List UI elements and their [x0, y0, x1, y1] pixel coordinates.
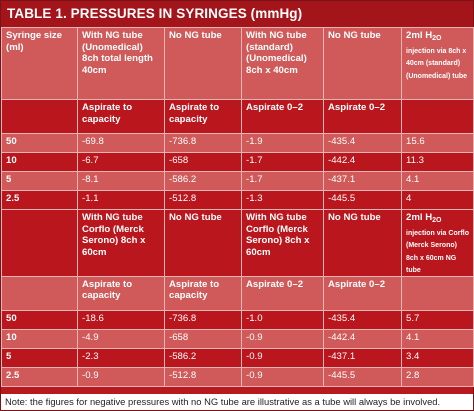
pressure-value-cell: 4.1 [401, 171, 474, 191]
pressure-table: Syringe size (ml) With NG tube (Unomedic… [1, 27, 474, 387]
section2-body: 50 -18.6 -736.8 -1.0 -435.4 5.7 10 -4.9 -658 -0.9… [1, 309, 474, 387]
header-with-ng-tube-standard: With NG tube (standard) (Unomedical) 8ch… [241, 27, 324, 100]
syringe-size-cell: 10 [1, 152, 78, 172]
pressure-value-cell: -437.1 [323, 171, 402, 191]
pressure-value-cell: 15.6 [401, 133, 474, 153]
section1-header-row: Syringe size (ml) With NG tube (Unomedic… [1, 27, 474, 100]
table-footnote: Note: the figures for negative pressures… [1, 394, 473, 410]
subheader-cell: Aspirate 0–2 [241, 99, 324, 134]
syringe-size-cell: 2.5 [1, 190, 78, 210]
pressure-value-cell: -586.2 [164, 171, 242, 191]
subheader-cell: Aspirate to capacity [164, 99, 242, 134]
header-with-ng-tube: With NG tube (Unomedical) 8ch total leng… [77, 27, 165, 100]
table-row: 5 -8.1 -586.2 -1.7 -437.1 4.1 [1, 171, 474, 191]
header-syringe-size: Syringe size (ml) [1, 27, 78, 100]
syringe-size-cell: 5 [1, 171, 78, 191]
section1-body: 50 -69.8 -736.8 -1.9 -435.4 15.6 10 -6.7 -658 -1.… [1, 133, 474, 210]
pressure-value-cell: -1.0 [241, 309, 324, 330]
header-with-ng-tube-corflo: With NG tube Corflo (Merck Serono) 8ch x… [77, 209, 165, 277]
section2-header-row: With NG tube Corflo (Merck Serono) 8ch x… [1, 209, 474, 277]
pressure-value-cell: -0.9 [241, 347, 324, 368]
syringe-size-cell: 50 [1, 309, 78, 330]
pressure-value-cell: -512.8 [164, 366, 242, 387]
pressure-value-cell: -0.9 [77, 366, 165, 387]
pressure-value-cell: -435.4 [323, 133, 402, 153]
syringe-size-cell: 2.5 [1, 366, 78, 387]
table-row: 10 -4.9 -658 -0.9 -442.4 4.1 [1, 328, 474, 349]
pressure-value-cell: -586.2 [164, 347, 242, 368]
pressure-value-cell: 3.4 [401, 347, 474, 368]
subheader-cell [401, 99, 474, 134]
pressure-value-cell: -736.8 [164, 309, 242, 330]
header-syringe-size [1, 209, 78, 277]
header-injection: 2ml H2O injection via 8ch x 40cm (standa… [401, 27, 474, 100]
pressure-value-cell: -4.9 [77, 328, 165, 349]
pressure-value-cell: 4 [401, 190, 474, 210]
pressure-value-cell: -8.1 [77, 171, 165, 191]
pressure-value-cell: -445.5 [323, 366, 402, 387]
pressure-value-cell: -442.4 [323, 328, 402, 349]
subheader-cell [1, 275, 78, 311]
header-with-ng-tube-corflo-2: With NG tube Corflo (Merck Serono) 8ch x… [241, 209, 324, 277]
pressure-value-cell: -1.3 [241, 190, 324, 210]
pressure-value-cell: -69.8 [77, 133, 165, 153]
subheader-cell: Aspirate to capacity [77, 99, 165, 134]
header-no-ng-tube-2: No NG tube [323, 209, 402, 277]
pressure-value-cell: -445.5 [323, 190, 402, 210]
header-no-ng-tube-2: No NG tube [323, 27, 402, 100]
pressure-value-cell: -512.8 [164, 190, 242, 210]
syringe-size-cell: 50 [1, 133, 78, 153]
subheader-cell [1, 99, 78, 134]
pressure-value-cell: -442.4 [323, 152, 402, 172]
subheader-cell [401, 275, 474, 311]
pressure-value-cell: -1.1 [77, 190, 165, 210]
pressure-value-cell: -0.9 [241, 366, 324, 387]
pressure-value-cell: 2.8 [401, 366, 474, 387]
header-no-ng-tube: No NG tube [164, 209, 242, 277]
pressure-value-cell: 4.1 [401, 328, 474, 349]
subheader-cell: Aspirate 0–2 [241, 275, 324, 311]
table-title: TABLE 1. PRESSURES IN SYRINGES (mmHg) [1, 1, 473, 27]
pressure-value-cell: -0.9 [241, 328, 324, 349]
syringe-size-cell: 10 [1, 328, 78, 349]
table-row: 50 -18.6 -736.8 -1.0 -435.4 5.7 [1, 309, 474, 330]
table-row: 50 -69.8 -736.8 -1.9 -435.4 15.6 [1, 133, 474, 153]
pressure-value-cell: -2.3 [77, 347, 165, 368]
pressure-value-cell: -6.7 [77, 152, 165, 172]
pressure-value-cell: -736.8 [164, 133, 242, 153]
header-no-ng-tube: No NG tube [164, 27, 242, 100]
header-injection-corflo: 2ml H2O injection via Corflo (Merck Sero… [401, 209, 474, 277]
subheader-cell: Aspirate 0–2 [323, 275, 402, 311]
section2-subheader-row: Aspirate to capacity Aspirate to capacit… [1, 275, 474, 311]
pressure-value-cell: -1.9 [241, 133, 324, 153]
pressure-value-cell: 5.7 [401, 309, 474, 330]
table-row: 2.5 -1.1 -512.8 -1.3 -445.5 4 [1, 190, 474, 210]
pressure-value-cell: -658 [164, 152, 242, 172]
pressure-value-cell: -1.7 [241, 152, 324, 172]
pressure-value-cell: 11.3 [401, 152, 474, 172]
section1-subheader-row: Aspirate to capacity Aspirate to capacit… [1, 99, 474, 134]
table-row: 10 -6.7 -658 -1.7 -442.4 11.3 [1, 152, 474, 172]
table-row: 5 -2.3 -586.2 -0.9 -437.1 3.4 [1, 347, 474, 368]
pressure-value-cell: -1.7 [241, 171, 324, 191]
subheader-cell: Aspirate 0–2 [323, 99, 402, 134]
pressure-value-cell: -18.6 [77, 309, 165, 330]
pressure-value-cell: -658 [164, 328, 242, 349]
pressure-value-cell: -437.1 [323, 347, 402, 368]
subheader-cell: Aspirate to capacity [164, 275, 242, 311]
syringe-size-cell: 5 [1, 347, 78, 368]
table-row: 2.5 -0.9 -512.8 -0.9 -445.5 2.8 [1, 366, 474, 387]
subheader-cell: Aspirate to capacity [77, 275, 165, 311]
pressure-value-cell: -435.4 [323, 309, 402, 330]
